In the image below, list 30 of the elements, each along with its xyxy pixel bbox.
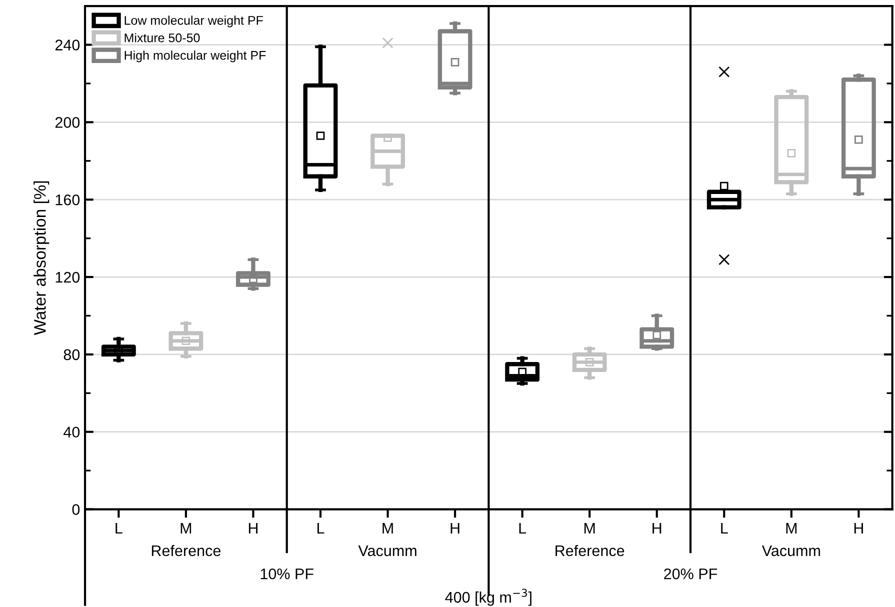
- y-tick-label: 40: [64, 426, 80, 438]
- y-tick-label: 160: [56, 194, 80, 206]
- x-tick-label: M: [180, 523, 192, 534]
- x-tick-label: M: [382, 523, 393, 534]
- x-tick-label: L: [519, 523, 526, 534]
- x-tick-label: H: [652, 523, 662, 534]
- text: 10% PF: [260, 568, 314, 580]
- text: 20% PF: [664, 568, 718, 580]
- text: Vacumm: [358, 545, 416, 556]
- x-tick-label: L: [116, 523, 122, 534]
- x-tick-label: M: [584, 523, 595, 534]
- text: Reference: [152, 544, 221, 556]
- text: Reference: [556, 544, 624, 556]
- x-tick-label: H: [450, 523, 460, 534]
- legend-label: Low molecular weight PF: [124, 16, 263, 28]
- y-tick-label: 120: [56, 272, 80, 283]
- y-tick-label: 80: [64, 349, 80, 360]
- legend-label: High molecular weight PF: [124, 50, 266, 62]
- x-tick-label: L: [317, 523, 324, 534]
- x-tick-label: H: [248, 523, 258, 534]
- text: 400 [kg m$^{−3}$]: [445, 588, 532, 606]
- x-tick-label: H: [854, 523, 863, 534]
- text: Vacumm: [762, 545, 820, 556]
- x-tick-label: L: [721, 523, 728, 534]
- x-tick-label: M: [786, 523, 797, 534]
- y-tick-label: 0: [72, 504, 80, 515]
- y-axis-title: Water absorption [%]: [34, 181, 50, 336]
- y-tick-label: 240: [55, 40, 80, 50]
- y-tick-label: 200: [55, 117, 80, 128]
- legend-label: Mixture 50-50: [124, 33, 200, 42]
